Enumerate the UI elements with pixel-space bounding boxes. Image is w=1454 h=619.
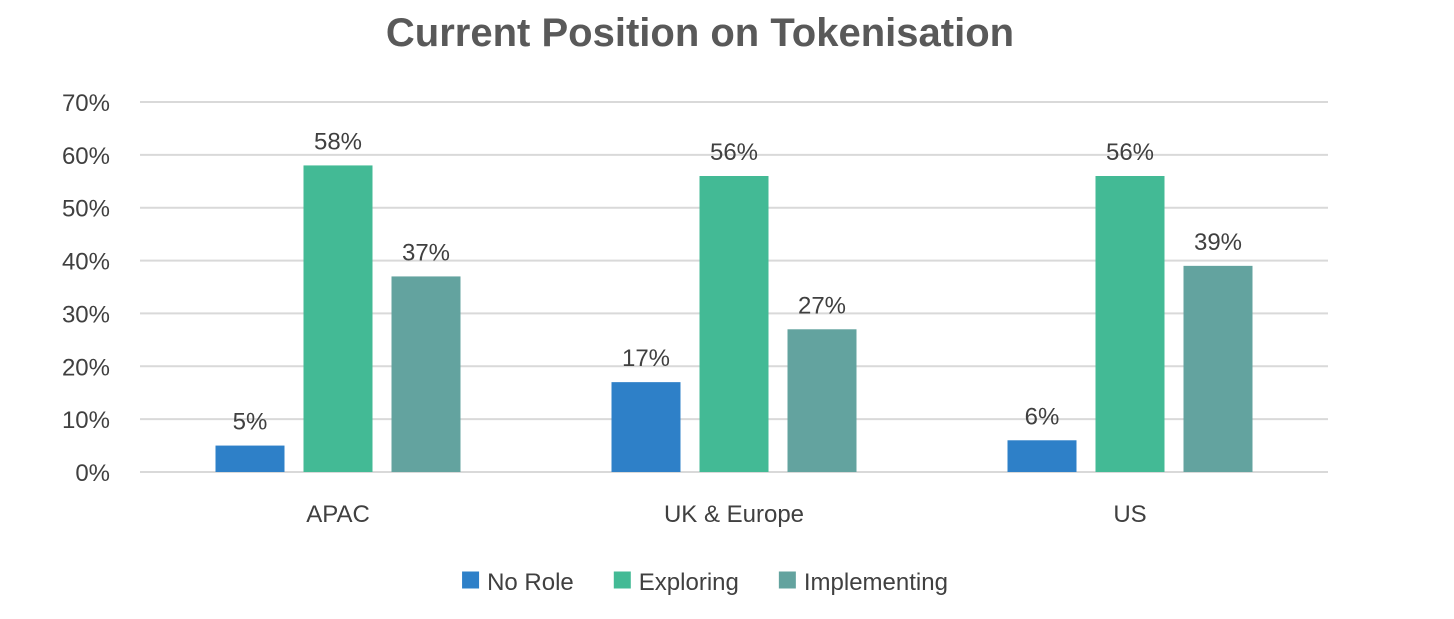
data-label: 17% — [622, 345, 670, 372]
y-tick-label: 50% — [62, 196, 110, 223]
data-labels: 5% 58% 37% 17% 56% 27% 6% 56% 39% — [233, 128, 1242, 435]
bar-exploring-apac — [303, 165, 373, 472]
data-label: 58% — [314, 128, 362, 155]
legend-item-no-role: No Role — [462, 569, 574, 596]
bar-exploring-us — [1095, 176, 1165, 472]
y-axis-ticks: 0% 10% 20% 30% 40% 50% 60% 70% — [62, 90, 110, 487]
bar-no-role-apac — [215, 445, 285, 472]
data-label: 5% — [233, 409, 268, 436]
y-tick-label: 70% — [62, 90, 110, 117]
data-label: 56% — [1106, 139, 1154, 166]
legend: No Role Exploring Implementing — [462, 569, 948, 596]
x-category-label: UK & Europe — [664, 501, 804, 528]
y-tick-label: 40% — [62, 249, 110, 276]
bar-implementing-us — [1183, 265, 1253, 472]
x-category-label: US — [1113, 501, 1146, 528]
data-label: 56% — [710, 139, 758, 166]
legend-item-exploring: Exploring — [613, 569, 739, 596]
y-tick-label: 20% — [62, 354, 110, 381]
bar-no-role-uk-europe — [611, 382, 681, 472]
legend-swatch — [778, 571, 796, 589]
data-label: 39% — [1194, 229, 1242, 256]
data-label: 27% — [798, 292, 846, 319]
y-tick-label: 10% — [62, 407, 110, 434]
bar-exploring-uk-europe — [699, 176, 769, 472]
bar-no-role-us — [1007, 440, 1077, 472]
x-category-label: APAC — [306, 501, 370, 528]
legend-label: Exploring — [639, 569, 739, 596]
y-tick-label: 30% — [62, 301, 110, 328]
chart-title: Current Position on Tokenisation — [386, 11, 1014, 55]
bars — [215, 165, 1253, 472]
bar-implementing-uk-europe — [787, 329, 857, 472]
y-tick-label: 0% — [75, 460, 110, 487]
legend-label: No Role — [487, 569, 574, 596]
bar-implementing-apac — [391, 276, 461, 472]
legend-swatch — [462, 571, 480, 589]
y-tick-label: 60% — [62, 143, 110, 170]
data-label: 6% — [1025, 403, 1060, 430]
legend-swatch — [613, 571, 631, 589]
data-label: 37% — [402, 239, 450, 266]
legend-label: Implementing — [804, 569, 948, 596]
x-axis-categories: APAC UK & Europe US — [306, 501, 1146, 528]
legend-item-implementing: Implementing — [778, 569, 948, 596]
